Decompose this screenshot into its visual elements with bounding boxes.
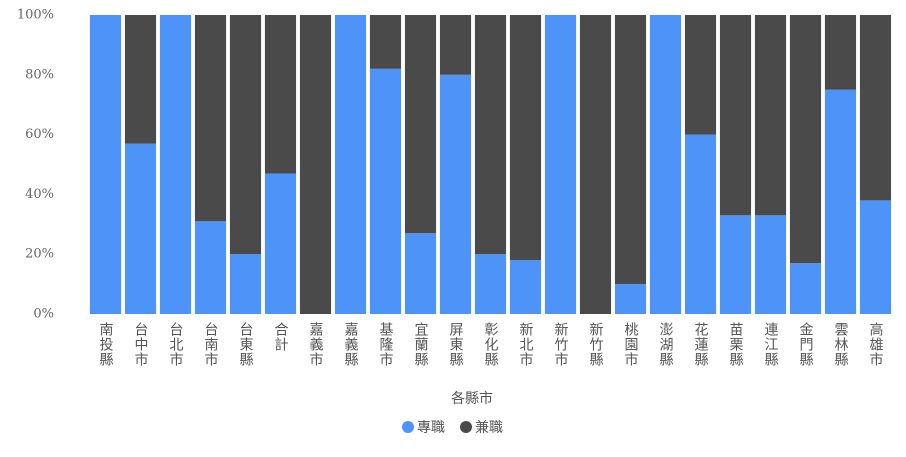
x-tick-label: 台北市: [168, 322, 184, 367]
legend-marker: [402, 421, 414, 433]
bar: [754, 15, 787, 216]
y-tick-label: 20%: [25, 247, 54, 262]
bar: [124, 15, 157, 144]
bar: [789, 263, 822, 314]
bar: [579, 15, 612, 314]
bar: [89, 15, 122, 314]
x-tick-label: 花蓮縣: [693, 322, 709, 367]
bar: [509, 15, 542, 261]
bar: [789, 15, 822, 264]
y-tick-label: 100%: [17, 8, 54, 23]
x-tick-label: 台南市: [203, 322, 219, 367]
x-tick-label: 宜蘭縣: [413, 322, 429, 367]
bar: [719, 15, 752, 216]
bar: [649, 15, 682, 314]
y-tick-label: 60%: [25, 127, 54, 142]
bar: [859, 15, 892, 201]
bar: [544, 15, 577, 314]
bar: [474, 254, 507, 314]
bar: [754, 215, 787, 314]
bar: [859, 200, 892, 314]
x-tick-label: 基隆市: [378, 321, 394, 367]
bar: [684, 134, 717, 314]
bar: [264, 15, 297, 174]
bar: [194, 15, 227, 222]
bar: [474, 15, 507, 255]
bar: [369, 15, 402, 69]
bar: [439, 74, 472, 314]
x-tick-label: 高雄市: [868, 321, 884, 367]
x-axis-title: 各縣市: [451, 390, 493, 407]
bar: [334, 15, 367, 314]
bar: [614, 15, 647, 285]
legend-marker: [460, 421, 472, 433]
legend-label: 專職: [417, 420, 445, 436]
bar: [229, 254, 262, 314]
y-tick-label: 0%: [33, 307, 54, 322]
bar: [264, 173, 297, 314]
y-tick-label: 80%: [25, 67, 54, 82]
bar: [369, 68, 402, 314]
bar: [509, 260, 542, 314]
bar: [404, 233, 437, 314]
x-tick-label: 南投縣: [98, 322, 114, 367]
bar: [194, 221, 227, 314]
legend-label: 兼職: [475, 420, 503, 436]
x-tick-label: 雲林縣: [833, 322, 849, 367]
x-tick-label: 合計: [273, 322, 289, 352]
x-tick-label: 屏東縣: [448, 322, 464, 367]
x-tick-label: 嘉義市: [308, 322, 324, 367]
bar: [229, 15, 262, 255]
bar: [124, 143, 157, 314]
x-tick-label: 連江縣: [763, 322, 779, 367]
bar: [824, 15, 857, 90]
x-tick-label: 苗栗縣: [728, 322, 744, 367]
y-tick-label: 40%: [25, 187, 54, 202]
x-tick-label: 桃園市: [623, 322, 639, 367]
x-tick-label: 新竹縣: [588, 322, 604, 367]
bar: [719, 215, 752, 314]
bar: [159, 15, 192, 314]
x-tick-label: 新北市: [518, 322, 534, 367]
bar: [824, 89, 857, 314]
x-tick-label: 彰化縣: [483, 321, 499, 367]
x-tick-label: 嘉義縣: [343, 322, 359, 367]
bar: [684, 15, 717, 135]
bar: [614, 284, 647, 314]
x-tick-label: 台東縣: [238, 322, 254, 367]
x-tick-label: 澎湖縣: [658, 322, 674, 367]
bar: [404, 15, 437, 234]
x-tick-label: 新竹市: [553, 322, 569, 367]
x-tick-label: 台中市: [133, 322, 149, 367]
bar: [439, 15, 472, 75]
bar: [299, 15, 332, 314]
x-tick-label: 金門縣: [798, 322, 814, 367]
